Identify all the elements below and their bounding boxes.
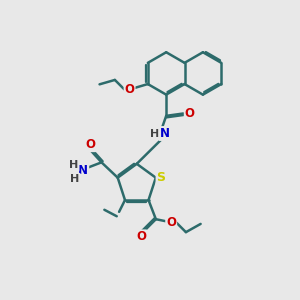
- Text: O: O: [136, 230, 146, 243]
- Text: H: H: [69, 160, 79, 170]
- Text: H: H: [70, 174, 80, 184]
- Text: O: O: [85, 138, 95, 151]
- Text: O: O: [124, 83, 135, 96]
- Text: O: O: [185, 107, 195, 120]
- Text: N: N: [159, 127, 170, 140]
- Text: O: O: [166, 216, 176, 229]
- Text: H: H: [150, 129, 160, 139]
- Text: N: N: [78, 164, 88, 177]
- Text: S: S: [157, 171, 166, 184]
